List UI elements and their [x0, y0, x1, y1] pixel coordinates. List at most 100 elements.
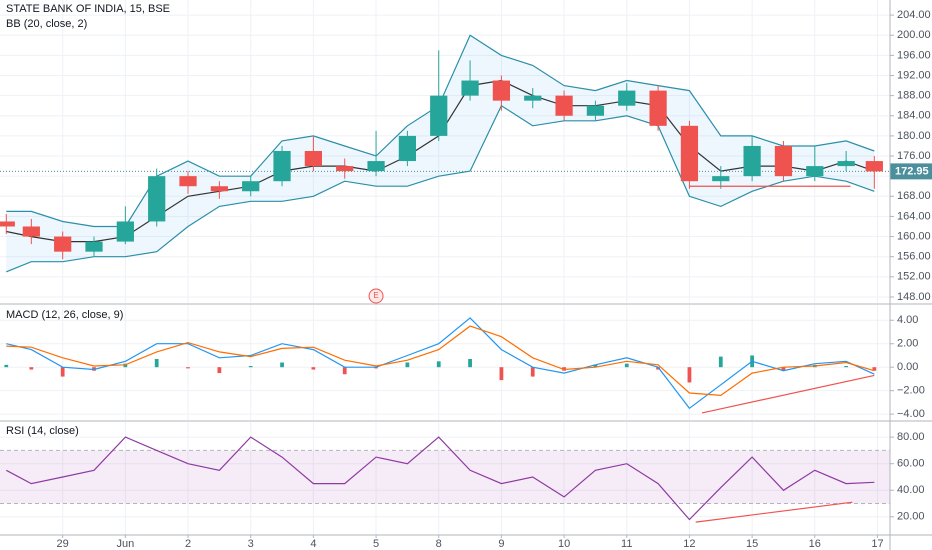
candle-body: [336, 166, 354, 172]
candle-body: [304, 150, 322, 167]
y-tick-label: 168.00: [897, 190, 931, 202]
x-tick-label: 5: [373, 538, 379, 550]
y-tick-label: 20.00: [897, 511, 925, 523]
axis: 4.00 2.00 0.00 −2.00 −4.00: [890, 314, 925, 420]
x-tick-label: 17: [871, 538, 883, 550]
y-tick-label: 176.00: [897, 150, 931, 162]
candle-body: [680, 125, 699, 182]
last-price-label: 172.95: [895, 165, 929, 177]
x-tick-label: 8: [436, 538, 442, 550]
histogram-bar: [530, 367, 535, 377]
candle-body: [712, 176, 730, 182]
candle-body: [774, 145, 793, 177]
rsi-line: [6, 436, 875, 521]
histogram-bar: [436, 361, 441, 368]
earnings-marker: [368, 288, 384, 304]
x-tick-label: 4: [310, 538, 316, 550]
histogram-bar: [123, 363, 128, 368]
candle-body: [179, 176, 197, 187]
macd-line: [6, 325, 875, 397]
y-tick-label: 160.00: [897, 230, 931, 242]
candle-body: [649, 90, 667, 126]
histogram-bar: [405, 362, 410, 368]
histogram-bar: [342, 367, 347, 375]
x-tick-label: 3: [248, 538, 254, 550]
trend-line: [701, 374, 875, 414]
candle-body: [806, 166, 824, 177]
histogram-bar: [872, 367, 877, 371]
x-tick-label: 9: [498, 538, 504, 550]
candle-body: [837, 161, 855, 167]
y-tick-label: 164.00: [897, 210, 931, 222]
y-tick-label: 152.00: [897, 271, 931, 283]
candle-body: [398, 135, 417, 162]
pane: RSI (14, close): [0, 422, 890, 535]
histogram-bar: [186, 367, 190, 369]
candle-body: [618, 90, 636, 106]
y-tick-label: 60.00: [897, 458, 925, 470]
histogram-bar: [593, 364, 598, 368]
histogram-bar: [656, 367, 660, 370]
rsi-band: [0, 450, 890, 504]
y-tick-label: −4.00: [897, 408, 925, 420]
pane-title: RSI (14, close): [6, 425, 79, 437]
y-tick-label: 4.00: [897, 314, 918, 326]
histogram-bar: [687, 367, 692, 383]
pane-title: MACD (12, 26, close, 9): [6, 309, 123, 321]
candle-body: [0, 221, 15, 227]
y-tick-label: 0.00: [897, 361, 918, 373]
x-tick-label: 10: [558, 538, 570, 550]
candle-body: [492, 80, 511, 101]
y-tick-label: 148.00: [897, 291, 931, 303]
x-tick-label: 15: [746, 538, 758, 550]
candle-body: [210, 186, 228, 192]
candle-body: [461, 80, 479, 96]
candle-body: [586, 105, 605, 116]
candle-body: [85, 241, 103, 252]
histogram-bar: [781, 367, 786, 371]
candle-body: [430, 95, 448, 136]
histogram-bar: [718, 356, 723, 368]
candle-body: [555, 95, 573, 116]
x-tick-label: 29: [57, 538, 69, 550]
candle-body: [148, 176, 166, 222]
indicator-title: BB (20, close, 2): [6, 18, 87, 30]
histogram-bar: [624, 363, 629, 368]
y-tick-label: 188.00: [897, 90, 931, 102]
x-tick-label: Jun: [116, 538, 134, 550]
y-tick-label: 2.00: [897, 338, 918, 350]
x-tick-label: 11: [621, 538, 632, 550]
y-tick-label: 192.00: [897, 69, 931, 81]
y-tick-label: 156.00: [897, 251, 931, 263]
histogram-bar: [499, 367, 504, 381]
candle-body: [54, 236, 72, 252]
axis: 80.00 60.00 40.00 20.00 29 Jun 2 3 4 5 8 9 10 11 12 15 1…: [57, 431, 925, 550]
y-tick-label: 196.00: [897, 49, 931, 61]
histogram-bar: [844, 366, 849, 368]
histogram-bar: [60, 367, 65, 377]
histogram-bar: [280, 362, 284, 368]
pane: E STATE BANK OF INDIA, 15, BSE BB (20, clo…: [0, 0, 890, 304]
axis: 148.00 152.00 156.00 160.00 164.00 168.00 172.…: [890, 9, 932, 303]
histogram-bar: [248, 366, 253, 368]
pane: MACD (12, 26, close, 9): [0, 305, 890, 420]
last-price-tag: [890, 163, 932, 180]
y-tick-label: 180.00: [897, 130, 931, 142]
histogram-bar: [29, 367, 34, 370]
histogram-bar: [468, 358, 472, 368]
candle-body: [743, 145, 761, 177]
candle-body: [22, 226, 40, 237]
trend-line: [695, 501, 853, 523]
histogram-bar: [154, 358, 159, 368]
candle-body: [116, 221, 134, 242]
candle-body: [273, 150, 291, 182]
y-tick-label: 204.00: [897, 9, 931, 21]
x-tick-label: 12: [683, 538, 695, 550]
earnings-label: E: [373, 291, 378, 300]
histogram-bar: [4, 364, 9, 368]
candle-body: [367, 161, 385, 172]
x-tick-label: 2: [185, 538, 191, 550]
y-tick-label: 80.00: [897, 431, 925, 443]
